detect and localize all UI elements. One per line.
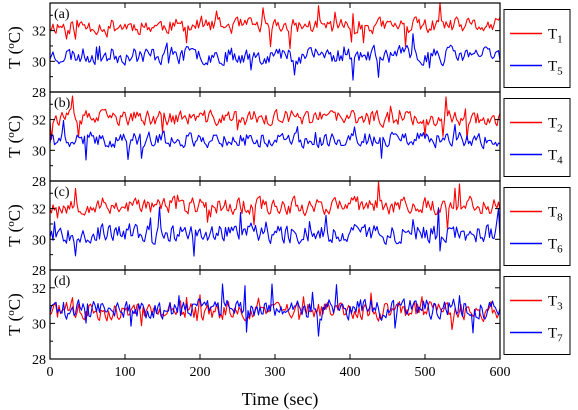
x-tick-label: 0: [47, 365, 54, 380]
plot-frame: [49, 180, 501, 271]
x-tick-label: 400: [340, 365, 361, 380]
x-tick-label: 600: [490, 365, 511, 380]
legend-entry: T3: [548, 294, 563, 313]
legend: T1 T5: [503, 9, 571, 88]
legend: T2 T4: [503, 98, 571, 177]
y-axis-label: T (oC): [5, 204, 24, 247]
legend-box: [503, 98, 571, 177]
legend-entry: T2: [548, 116, 563, 135]
legend-box: [503, 276, 571, 355]
series-line-T4: [49, 119, 501, 161]
legend: T8 T6: [503, 187, 571, 266]
y-axis-label: T (oC): [5, 115, 24, 158]
legend-entry: T1: [548, 27, 563, 46]
panel-4: 28 30 32 (d) T (oC) T3 T7: [5, 269, 571, 368]
y-tick-label: 30: [32, 233, 46, 248]
series-line-T7: [49, 283, 501, 337]
legend-entry: T8: [548, 205, 563, 224]
y-tick-label: 30: [32, 144, 46, 159]
legend-entry: T6: [548, 237, 563, 256]
panel-label: (c): [54, 185, 70, 200]
series-line-T2: [49, 95, 501, 140]
legend-entry: T7: [548, 326, 563, 345]
y-tick-label: 28: [32, 86, 46, 101]
x-tick-label: 500: [415, 365, 436, 380]
y-tick-label: 32: [32, 114, 46, 129]
y-tick-label: 32: [32, 203, 46, 218]
y-tick-label: 32: [32, 25, 46, 40]
panel-3: 28 30 32 (c) T (oC) T8 T6: [5, 180, 571, 279]
x-axis-label: Time (sec): [242, 389, 319, 410]
legend-box: [503, 9, 571, 88]
legend-entry: T4: [548, 148, 563, 167]
series-line-T1: [49, 2, 501, 50]
y-tick-label: 32: [32, 282, 46, 297]
y-axis-label: T (oC): [5, 293, 24, 336]
series-line-T5: [49, 33, 501, 81]
panel-label: (d): [54, 274, 71, 289]
y-tick-label: 30: [32, 317, 46, 332]
panel-2: 28 30 32 (b) T (oC) T2 T4: [5, 91, 571, 190]
series-line-T8: [49, 181, 501, 231]
series-line-T6: [49, 206, 501, 257]
legend-box: [503, 187, 571, 266]
legend: T3 T7: [503, 276, 571, 355]
y-tick-label: 28: [32, 264, 46, 279]
x-tick-label: 300: [265, 365, 286, 380]
x-tick-label: 100: [115, 365, 136, 380]
y-tick-label: 30: [32, 55, 46, 70]
panel-1: 28 30 32 (a) T (oC) T1 T5: [5, 2, 571, 101]
x-tick-label: 200: [190, 365, 211, 380]
y-axis-label: T (oC): [5, 26, 24, 69]
panel-label: (b): [54, 96, 71, 111]
plot-frame: [49, 91, 501, 182]
plot-frame: [49, 2, 501, 93]
y-tick-label: 28: [32, 353, 46, 368]
x-axis: 0 100 200 300 400 500 600: [47, 365, 511, 380]
legend-entry: T5: [548, 59, 563, 78]
panel-label: (a): [54, 7, 70, 22]
y-tick-label: 28: [32, 175, 46, 190]
